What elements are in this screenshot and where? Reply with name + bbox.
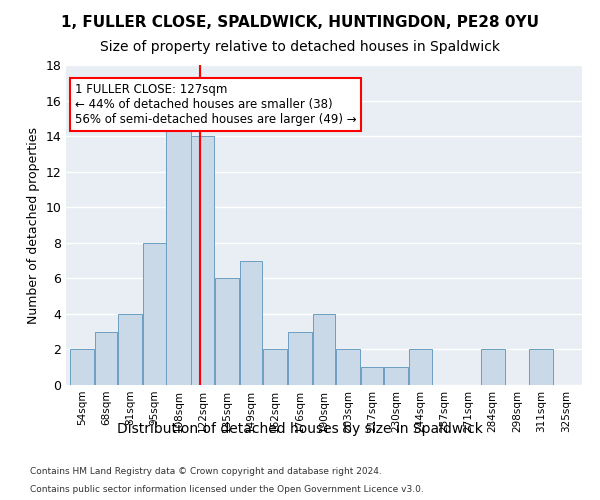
Bar — [70, 350, 94, 385]
Bar — [143, 243, 166, 385]
Text: Distribution of detached houses by size in Spaldwick: Distribution of detached houses by size … — [117, 422, 483, 436]
Bar — [288, 332, 312, 385]
Text: 1 FULLER CLOSE: 127sqm
← 44% of detached houses are smaller (38)
56% of semi-det: 1 FULLER CLOSE: 127sqm ← 44% of detached… — [75, 83, 356, 126]
Text: Size of property relative to detached houses in Spaldwick: Size of property relative to detached ho… — [100, 40, 500, 54]
Bar — [191, 136, 214, 385]
Y-axis label: Number of detached properties: Number of detached properties — [27, 126, 40, 324]
Bar — [529, 350, 553, 385]
Bar — [215, 278, 239, 385]
Bar — [263, 350, 287, 385]
Bar — [361, 367, 383, 385]
Text: 1, FULLER CLOSE, SPALDWICK, HUNTINGDON, PE28 0YU: 1, FULLER CLOSE, SPALDWICK, HUNTINGDON, … — [61, 15, 539, 30]
Bar — [118, 314, 142, 385]
Bar — [166, 118, 191, 385]
Bar — [384, 367, 409, 385]
Bar — [239, 260, 262, 385]
Bar — [481, 350, 505, 385]
Text: Contains HM Land Registry data © Crown copyright and database right 2024.: Contains HM Land Registry data © Crown c… — [30, 468, 382, 476]
Bar — [336, 350, 360, 385]
Bar — [313, 314, 335, 385]
Bar — [409, 350, 431, 385]
Text: Contains public sector information licensed under the Open Government Licence v3: Contains public sector information licen… — [30, 485, 424, 494]
Bar — [95, 332, 118, 385]
